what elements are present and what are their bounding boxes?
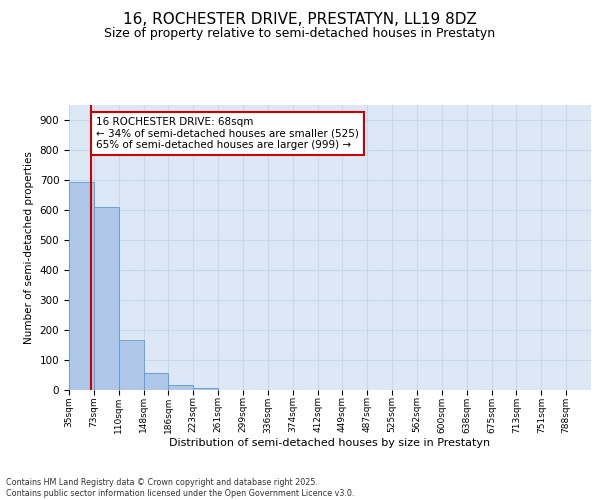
X-axis label: Distribution of semi-detached houses by size in Prestatyn: Distribution of semi-detached houses by … [169, 438, 491, 448]
Bar [69, 182, 94, 390]
Y-axis label: Number of semi-detached properties: Number of semi-detached properties [24, 151, 34, 344]
Bar [143, 372, 169, 390]
Text: 16 ROCHESTER DRIVE: 68sqm
← 34% of semi-detached houses are smaller (525)
65% of: 16 ROCHESTER DRIVE: 68sqm ← 34% of semi-… [96, 117, 359, 150]
Bar [94, 207, 119, 390]
Bar [193, 388, 218, 390]
Bar [119, 340, 143, 390]
Text: Size of property relative to semi-detached houses in Prestatyn: Size of property relative to semi-detach… [104, 28, 496, 40]
Text: 16, ROCHESTER DRIVE, PRESTATYN, LL19 8DZ: 16, ROCHESTER DRIVE, PRESTATYN, LL19 8DZ [123, 12, 477, 28]
Text: Contains HM Land Registry data © Crown copyright and database right 2025.
Contai: Contains HM Land Registry data © Crown c… [6, 478, 355, 498]
Bar [169, 384, 193, 390]
